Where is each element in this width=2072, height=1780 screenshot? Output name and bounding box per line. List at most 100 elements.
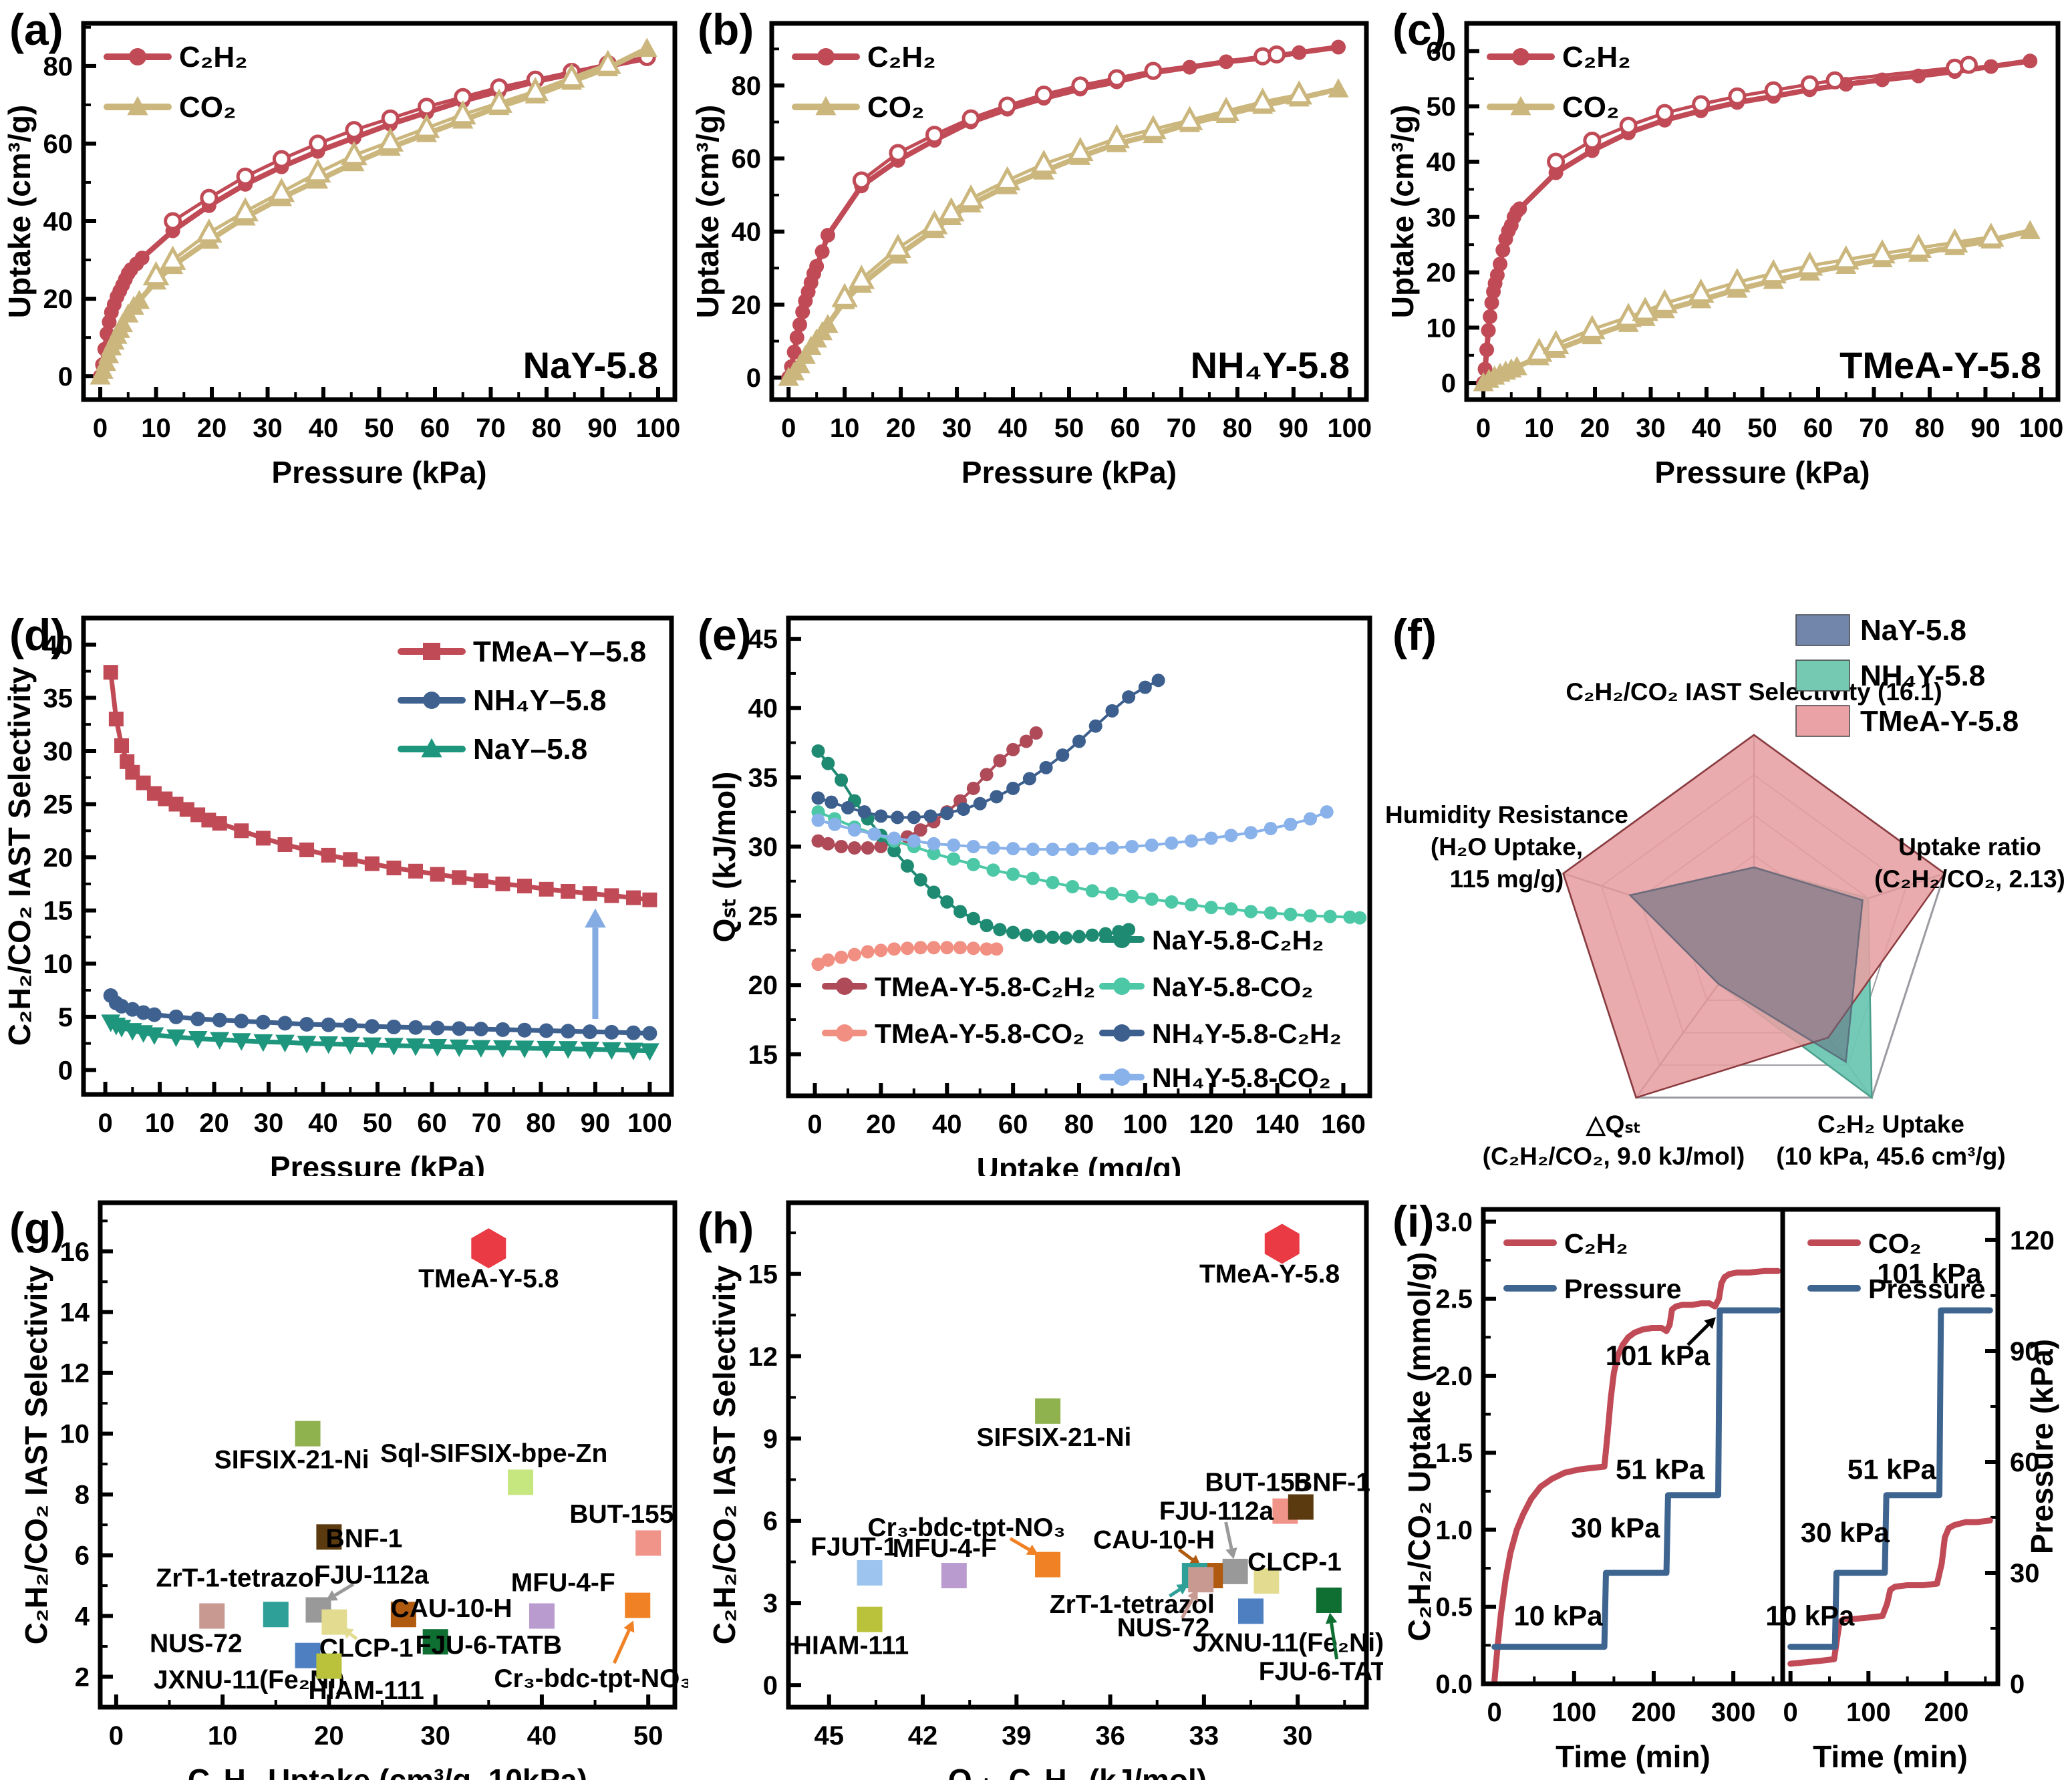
svg-text:Pressure (kPa): Pressure (kPa) [961, 455, 1177, 490]
svg-text:10 kPa: 10 kPa [1513, 1600, 1603, 1631]
chart-a-isotherm-nay: 0 10 20 30 40 50 60 70 80 90 100 0 20 40 60 80 Pressure … [2, 21, 680, 490]
legend: C₂H₂ CO₂ [104, 41, 248, 124]
svg-text:NH₄Y-5.8: NH₄Y-5.8 [1860, 659, 1985, 692]
svg-text:CAU-10-H: CAU-10-H [1093, 1526, 1215, 1555]
svg-text:60: 60 [1803, 414, 1833, 443]
legend: C₂H₂ Pressure [1503, 1228, 1682, 1304]
svg-text:10: 10 [43, 949, 73, 979]
svg-text:30: 30 [942, 414, 972, 443]
svg-text:120: 120 [2010, 1226, 2055, 1255]
svg-text:FJUT-1: FJUT-1 [810, 1533, 897, 1562]
svg-text:△Qₛₜ: △Qₛₜ [1586, 1110, 1641, 1138]
svg-text:6: 6 [763, 1507, 778, 1536]
svg-text:80: 80 [1915, 414, 1945, 443]
datapoint-JXNU-11(Fe₂Ni): JXNU-11(Fe₂Ni) [154, 1642, 345, 1694]
svg-text:80: 80 [526, 1108, 556, 1138]
svg-text:NaY-5.8: NaY-5.8 [523, 344, 658, 386]
svg-text:40: 40 [43, 207, 73, 237]
svg-text:200: 200 [1632, 1698, 1676, 1727]
svg-text:10: 10 [60, 1420, 90, 1449]
svg-text:0: 0 [763, 1671, 778, 1700]
svg-text:C₂H₂/CO₂ IAST Selectivity (16.: C₂H₂/CO₂ IAST Selectivity (16.1) [1566, 678, 1942, 706]
legend: TMeA-Y-5.8-C₂H₂ TMeA-Y-5.8-CO₂ NaY-5.8-C₂H… [822, 925, 1342, 1093]
svg-text:C₂H₂/CO₂ IAST Selectivity: C₂H₂/CO₂ IAST Selectivity [2, 666, 37, 1046]
svg-text:140: 140 [1255, 1110, 1300, 1139]
chart-b-isotherm-nh4y: 0 10 20 30 40 50 60 70 80 90 100 0 20 40 60 80 Pressure … [690, 21, 1372, 490]
panel-letter-g: (g) [9, 1203, 66, 1253]
svg-text:NH₄Y-5.8-CO₂: NH₄Y-5.8-CO₂ [1152, 1062, 1331, 1093]
svg-text:NaY-5.8: NaY-5.8 [1860, 614, 1966, 647]
svg-text:HIAM-111: HIAM-111 [793, 1632, 909, 1660]
svg-text:TMeA-Y-5.8: TMeA-Y-5.8 [1199, 1260, 1340, 1289]
datapoint-TMeA-Y-5.8: TMeA-Y-5.8 [418, 1228, 559, 1294]
svg-text:NUS-72: NUS-72 [1117, 1614, 1210, 1642]
svg-text:10: 10 [1427, 313, 1457, 343]
svg-text:80: 80 [1064, 1110, 1094, 1139]
datapoint-CAU-10-H: CAU-10-H [391, 1594, 512, 1628]
svg-text:Uptake ratio: Uptake ratio [1898, 833, 2041, 861]
svg-text:Uptake (cm³/g): Uptake (cm³/g) [1385, 105, 1420, 318]
svg-text:CO₂: CO₂ [1868, 1228, 1922, 1259]
svg-text:C₂H₂ Uptake: C₂H₂ Uptake [1817, 1110, 1964, 1138]
svg-text:20: 20 [1580, 414, 1610, 443]
svg-text:10: 10 [208, 1721, 238, 1751]
svg-text:25: 25 [43, 790, 73, 820]
svg-text:Humidity Resistance: Humidity Resistance [1385, 801, 1628, 829]
svg-text:20: 20 [886, 414, 916, 443]
svg-text:8: 8 [75, 1481, 90, 1510]
svg-text:Pressure: Pressure [1564, 1274, 1682, 1304]
svg-text:Sql-SIFSIX-bpe-Zn: Sql-SIFSIX-bpe-Zn [380, 1439, 607, 1468]
series-TMeA-Y-5.8 [103, 665, 657, 907]
svg-text:33: 33 [1189, 1721, 1219, 1751]
radar-legend: NaY-5.8 NH₄Y-5.8 TMeA-Y-5.8 [1795, 614, 2019, 738]
panel-letter-h: (h) [698, 1203, 754, 1253]
svg-text:Uptake (cm³/g): Uptake (cm³/g) [690, 105, 725, 318]
svg-text:300: 300 [1711, 1698, 1756, 1727]
svg-text:0: 0 [58, 1056, 73, 1085]
svg-text:40: 40 [732, 218, 762, 247]
svg-text:NUS-72: NUS-72 [150, 1629, 243, 1658]
svg-text:2.0: 2.0 [1435, 1362, 1473, 1391]
svg-text:90: 90 [587, 414, 617, 443]
svg-text:50: 50 [363, 1108, 393, 1138]
svg-text:15: 15 [748, 1040, 778, 1070]
svg-text:60: 60 [417, 1108, 447, 1138]
svg-text:10: 10 [145, 1108, 175, 1138]
svg-text:45: 45 [815, 1721, 845, 1751]
svg-text:15: 15 [748, 1260, 778, 1290]
svg-text:TMeA-Y-5.8: TMeA-Y-5.8 [1860, 705, 2019, 738]
svg-text:30: 30 [748, 833, 778, 862]
radar-content: C₂H₂/CO₂ IAST Selectivity (16.1) Uptake r… [1385, 614, 2065, 1170]
svg-text:60: 60 [732, 144, 762, 174]
svg-text:70: 70 [476, 414, 506, 443]
panel-letter-b: (b) [698, 5, 754, 54]
series-CO2 adsorption [778, 78, 1349, 386]
svg-text:3: 3 [763, 1589, 778, 1618]
legend: TMeA–Y–5.8 NH₄Y–5.8 NaY–5.8 [398, 635, 646, 766]
svg-text:(C₂H₂/CO₂, 9.0 kJ/mol): (C₂H₂/CO₂, 9.0 kJ/mol) [1483, 1143, 1745, 1170]
svg-text:10 kPa: 10 kPa [1765, 1600, 1855, 1631]
svg-text:(C₂H₂/CO₂, 2.13): (C₂H₂/CO₂, 2.13) [1874, 865, 2065, 893]
series-Pressure [1491, 1307, 1781, 1650]
panel-letter-e: (e) [698, 610, 752, 659]
svg-text:40: 40 [43, 631, 73, 660]
svg-text:40: 40 [932, 1110, 962, 1139]
svg-text:20: 20 [1427, 259, 1457, 288]
svg-text:60: 60 [1427, 37, 1457, 66]
datapoint-MFU-4-F: MFU-4-F [893, 1534, 997, 1589]
svg-text:CO₂: CO₂ [1562, 91, 1620, 124]
panel-letter-d: (d) [9, 610, 66, 659]
datapoint-FJUT-1: FJUT-1 [810, 1533, 897, 1586]
svg-text:Pressure (kPa): Pressure (kPa) [271, 455, 486, 490]
svg-text:0: 0 [807, 1110, 822, 1139]
svg-text:12: 12 [60, 1359, 90, 1388]
svg-text:35: 35 [43, 684, 73, 713]
svg-text:30: 30 [1636, 414, 1666, 443]
svg-text:40: 40 [998, 414, 1028, 443]
svg-text:Uptake (cm³/g): Uptake (cm³/g) [2, 105, 37, 318]
svg-text:NaY–5.8: NaY–5.8 [473, 733, 587, 766]
series-CO2 desorption [142, 49, 621, 286]
svg-text:0: 0 [1783, 1698, 1798, 1727]
